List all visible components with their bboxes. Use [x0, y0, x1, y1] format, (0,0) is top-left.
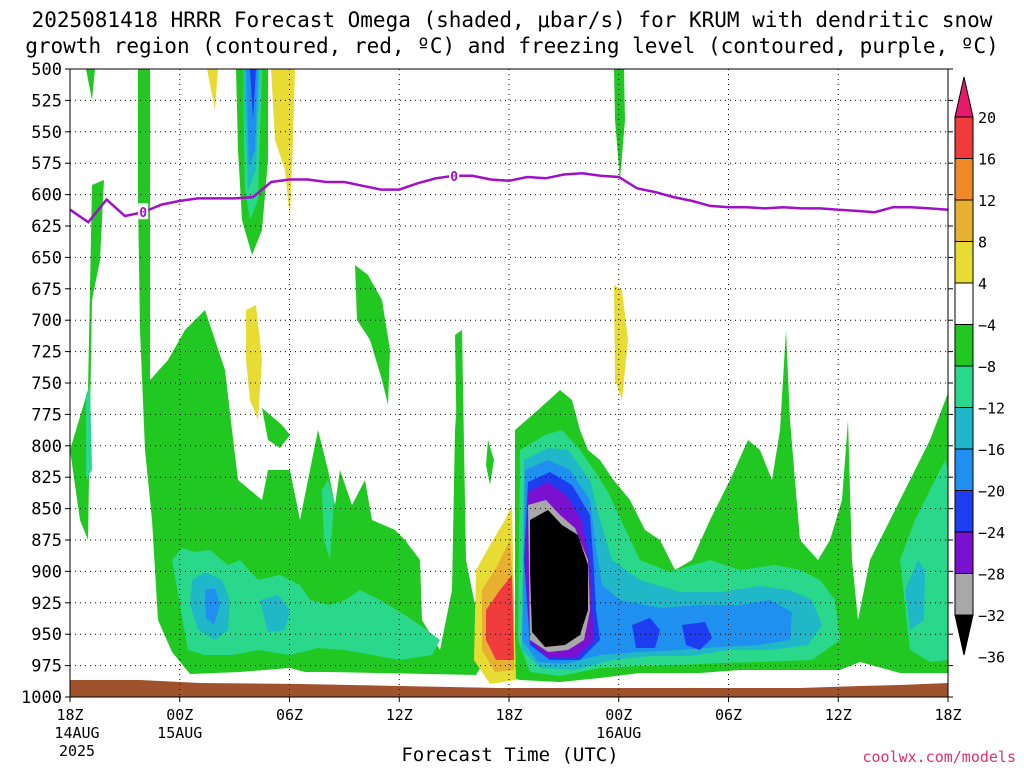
y-tick-label: 675: [31, 280, 62, 300]
freezing-label-bg: [449, 166, 460, 183]
y-tick-label: 1000: [21, 688, 62, 708]
colorbar-label: 8: [978, 234, 987, 252]
colorbar-label: −36: [978, 649, 1005, 667]
x-tick-label: 18Z: [56, 706, 83, 724]
freezing-level-label: 0: [139, 206, 147, 221]
freezing-label-bg: [138, 203, 149, 220]
band-black: [530, 510, 588, 647]
x-tick-label: 16AUG: [596, 724, 641, 742]
colorbar-label: −16: [978, 441, 1005, 459]
colorbar-band: [954, 407, 974, 450]
y-tick-label: 950: [31, 625, 62, 645]
colorbar-band: [954, 573, 974, 616]
colorbar-label: −24: [978, 524, 1005, 542]
colorbar-label: −20: [978, 483, 1005, 501]
colorbar-label: 20: [978, 109, 996, 127]
x-tick-label: 06Z: [276, 706, 303, 724]
colorbar: 20 16 12 8 4 −4 −8 −12 −16 −20 −24 −28 −32 −36: [954, 76, 1005, 667]
x-tick-label: 12Z: [825, 706, 852, 724]
colorbar-band: [954, 241, 974, 284]
freezing-level-contour: 00: [69, 166, 949, 224]
y-tick-label: 975: [31, 657, 62, 677]
colorbar-band: [954, 531, 974, 574]
y-tick-label: 575: [31, 154, 62, 174]
colorbar-label: 16: [978, 151, 996, 169]
colorbar-band: [954, 116, 974, 159]
x-tick-label: 00Z: [605, 706, 632, 724]
freezing-level-label: 0: [450, 170, 458, 185]
y-tick-label: 925: [31, 594, 62, 614]
chart-title-line1: 2025081418 HRRR Forecast Omega (shaded, …: [31, 8, 993, 32]
x-tick-label: 12Z: [386, 706, 413, 724]
colorbar-bottom-arrow: [954, 614, 974, 656]
y-tick-label: 550: [31, 123, 62, 143]
y-tick-label: 750: [31, 374, 62, 394]
x-tick-label: 00Z: [166, 706, 193, 724]
colorbar-label: −8: [978, 358, 996, 376]
x-tick-label: 15AUG: [157, 724, 202, 742]
y-tick-label: 525: [31, 91, 62, 111]
chart-title-line2: growth region (contoured, red, ºC) and f…: [25, 34, 999, 58]
x-tick-label: 2025: [59, 742, 95, 760]
y-tick-label: 650: [31, 248, 62, 268]
credit-link[interactable]: coolwx.com/models: [862, 748, 1016, 766]
colorbar-top-arrow: [954, 76, 974, 118]
colorbar-band: [954, 282, 974, 325]
freezing-level-line: [69, 171, 949, 224]
y-tick-label: 500: [31, 60, 62, 80]
colorbar-label: −28: [978, 566, 1005, 584]
y-tick-label: 875: [31, 531, 62, 551]
colorbar-label: −4: [978, 317, 996, 335]
band-red: [486, 575, 514, 660]
y-tick-label: 700: [31, 311, 62, 331]
colorbar-band: [954, 490, 974, 533]
colorbar-band: [954, 448, 974, 491]
y-tick-label: 775: [31, 405, 62, 425]
y-tick-label: 825: [31, 468, 62, 488]
x-tick-label: 14AUG: [54, 724, 99, 742]
y-axis-ticks: 500 525 550 575 600 625 650 675 700 725 750 775 800 8…: [21, 60, 953, 708]
y-tick-label: 725: [31, 343, 62, 363]
x-axis-label: Forecast Time (UTC): [401, 744, 619, 766]
y-tick-label: 900: [31, 562, 62, 582]
x-tick-label: 18Z: [495, 706, 522, 724]
colorbar-label: 4: [978, 275, 987, 293]
y-tick-label: 800: [31, 437, 62, 457]
colorbar-label: −12: [978, 400, 1005, 418]
colorbar-band: [954, 365, 974, 408]
colorbar-band: [954, 158, 974, 201]
x-tick-label: 06Z: [715, 706, 742, 724]
colorbar-label: −32: [978, 607, 1005, 625]
omega-shading: [70, 69, 948, 697]
colorbar-label: 12: [978, 192, 996, 210]
y-tick-label: 850: [31, 500, 62, 520]
colorbar-band: [954, 324, 974, 367]
colorbar-band: [954, 199, 974, 242]
x-tick-label: 18Z: [934, 706, 961, 724]
y-tick-label: 600: [31, 186, 62, 206]
y-tick-label: 625: [31, 217, 62, 237]
